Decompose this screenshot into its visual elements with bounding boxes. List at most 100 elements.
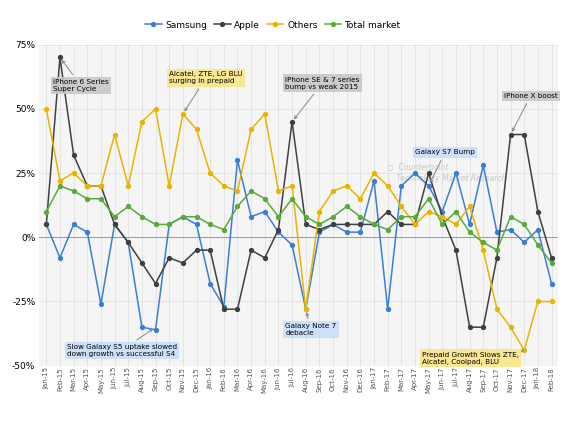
Total market xyxy=(84,196,91,202)
Others xyxy=(521,347,527,353)
Total market xyxy=(330,214,337,219)
Others xyxy=(439,214,446,219)
Samsung xyxy=(221,304,227,310)
Total market xyxy=(371,222,377,227)
Apple xyxy=(548,255,555,260)
Samsung xyxy=(384,306,391,312)
Samsung xyxy=(480,163,487,168)
Samsung xyxy=(398,183,405,189)
Samsung xyxy=(330,222,337,227)
Apple xyxy=(207,248,214,253)
Total market xyxy=(193,214,200,219)
Text: Galaxy Note 7
debacle: Galaxy Note 7 debacle xyxy=(285,313,337,336)
Samsung xyxy=(548,281,555,286)
Apple xyxy=(330,222,337,227)
Apple xyxy=(275,227,282,232)
Samsung xyxy=(439,209,446,214)
Samsung xyxy=(70,222,77,227)
Apple xyxy=(111,222,118,227)
Total market xyxy=(248,188,254,194)
Total market xyxy=(207,222,214,227)
Total market xyxy=(302,214,309,219)
Others xyxy=(452,222,459,227)
Apple xyxy=(371,222,377,227)
Total market xyxy=(111,214,118,219)
Apple xyxy=(452,248,459,253)
Others xyxy=(193,127,200,132)
Apple xyxy=(535,209,541,214)
Samsung xyxy=(193,222,200,227)
Samsung xyxy=(98,301,104,307)
Apple xyxy=(56,55,63,60)
Total market xyxy=(70,188,77,194)
Apple xyxy=(70,153,77,158)
Samsung xyxy=(84,229,91,235)
Others xyxy=(207,170,214,176)
Others xyxy=(289,183,296,189)
Total market xyxy=(275,214,282,219)
Total market xyxy=(452,209,459,214)
Others xyxy=(357,196,364,202)
Apple xyxy=(221,306,227,312)
Others xyxy=(139,119,146,124)
Line: Samsung: Samsung xyxy=(45,158,553,332)
Total market xyxy=(56,183,63,189)
Apple xyxy=(179,260,186,266)
Others xyxy=(316,209,323,214)
Others xyxy=(125,183,131,189)
Apple xyxy=(412,222,418,227)
Others xyxy=(480,248,487,253)
Apple xyxy=(494,255,500,260)
Others xyxy=(412,222,418,227)
Apple xyxy=(152,281,159,286)
Others xyxy=(494,306,500,312)
Total market xyxy=(425,196,432,202)
Apple xyxy=(357,222,364,227)
Apple xyxy=(248,248,254,253)
Samsung xyxy=(275,229,282,235)
Samsung xyxy=(302,306,309,312)
Text: iPhone 6 Series
Super Cycle: iPhone 6 Series Super Cycle xyxy=(53,61,109,92)
Total market xyxy=(166,222,173,227)
Samsung xyxy=(466,222,473,227)
Total market xyxy=(507,214,514,219)
Total market xyxy=(412,214,418,219)
Samsung xyxy=(248,214,254,219)
Apple xyxy=(166,255,173,260)
Total market xyxy=(261,196,268,202)
Samsung xyxy=(357,229,364,235)
Total market xyxy=(152,222,159,227)
Total market xyxy=(548,260,555,266)
Apple xyxy=(439,214,446,219)
Others xyxy=(84,183,91,189)
Text: Prepaid Growth Slows ZTE,
Alcatel, Coolpad, BLU: Prepaid Growth Slows ZTE, Alcatel, Coolp… xyxy=(422,349,524,364)
Others xyxy=(179,112,186,117)
Apple xyxy=(302,222,309,227)
Others xyxy=(302,306,309,312)
Others xyxy=(466,204,473,209)
Others xyxy=(343,183,350,189)
Text: ○  Counterpoint
    Technology Market Research: ○ Counterpoint Technology Market Researc… xyxy=(387,163,506,183)
Samsung xyxy=(234,157,241,163)
Samsung xyxy=(43,222,50,227)
Samsung xyxy=(207,281,214,286)
Apple xyxy=(125,240,131,245)
Total market xyxy=(343,204,350,209)
Text: iPhone X boost: iPhone X boost xyxy=(504,93,557,131)
Text: Galaxy S7 Bump: Galaxy S7 Bump xyxy=(415,149,475,182)
Samsung xyxy=(507,227,514,232)
Samsung xyxy=(316,229,323,235)
Others xyxy=(70,170,77,176)
Line: Total market: Total market xyxy=(45,184,553,265)
Apple xyxy=(425,170,432,176)
Others xyxy=(221,183,227,189)
Total market xyxy=(234,204,241,209)
Others xyxy=(548,299,555,304)
Total market xyxy=(179,214,186,219)
Samsung xyxy=(494,229,500,235)
Total market xyxy=(125,204,131,209)
Samsung xyxy=(261,209,268,214)
Apple xyxy=(84,183,91,189)
Others xyxy=(43,106,50,112)
Samsung xyxy=(343,229,350,235)
